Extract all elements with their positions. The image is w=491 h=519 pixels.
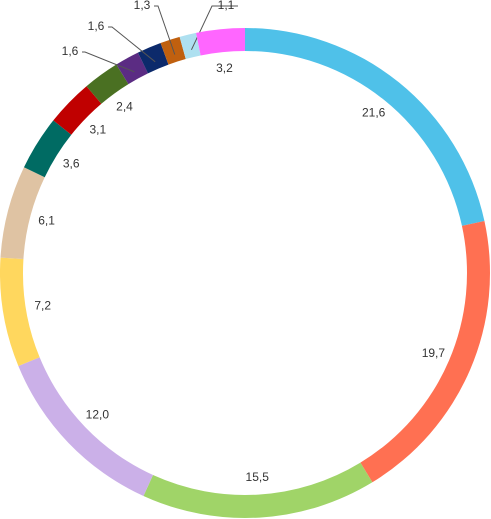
data-label: 7,2 — [34, 299, 51, 313]
donut-segment — [18, 357, 154, 496]
data-label: 15,5 — [246, 470, 270, 484]
donut-segment — [86, 64, 129, 104]
data-label: 1,6 — [62, 44, 79, 58]
data-label: 6,1 — [38, 214, 55, 228]
data-label: 1,3 — [134, 0, 151, 12]
data-label: 3,6 — [63, 156, 80, 170]
leader-line — [82, 51, 135, 73]
leader-line — [108, 26, 156, 63]
donut-segment — [23, 120, 72, 178]
donut-segment — [53, 86, 102, 135]
data-label: 3,2 — [216, 61, 233, 75]
leader-line — [154, 5, 176, 55]
data-label: 1,1 — [218, 0, 235, 12]
donut-segment — [360, 221, 491, 483]
data-label: 19,7 — [422, 346, 446, 360]
donut-segment — [143, 462, 373, 518]
donut-segment — [196, 28, 245, 56]
donut-segment — [116, 52, 148, 85]
data-label: 2,4 — [116, 99, 133, 113]
donut-segment — [179, 32, 201, 60]
data-label: 3,1 — [89, 123, 106, 137]
donut-segment — [245, 28, 485, 226]
data-label: 12,0 — [86, 407, 110, 421]
data-label: 21,6 — [362, 106, 386, 120]
donut-segment — [137, 43, 169, 74]
donut-segment — [0, 167, 45, 260]
donut-segment — [0, 257, 40, 367]
data-label: 1,6 — [88, 19, 105, 33]
